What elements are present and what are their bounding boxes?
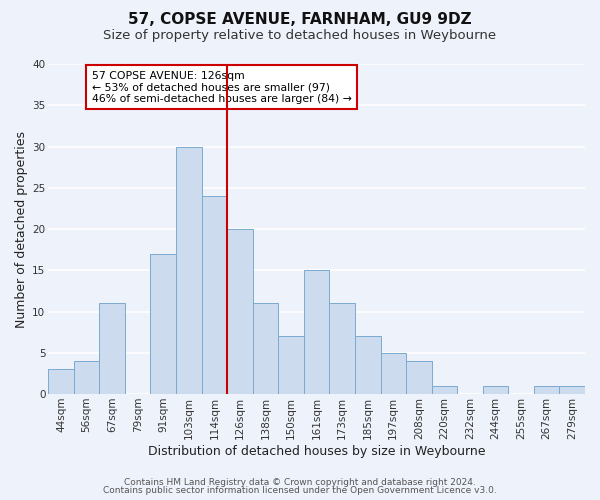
Bar [253, 304, 278, 394]
Bar [151, 254, 176, 394]
Text: 57 COPSE AVENUE: 126sqm
← 53% of detached houses are smaller (97)
46% of semi-de: 57 COPSE AVENUE: 126sqm ← 53% of detache… [92, 70, 352, 104]
Bar [278, 336, 304, 394]
Bar [202, 196, 227, 394]
X-axis label: Distribution of detached houses by size in Weybourne: Distribution of detached houses by size … [148, 444, 485, 458]
Y-axis label: Number of detached properties: Number of detached properties [15, 130, 28, 328]
Bar [380, 353, 406, 394]
Bar [304, 270, 329, 394]
Bar [483, 386, 508, 394]
Bar [559, 386, 585, 394]
Text: Size of property relative to detached houses in Weybourne: Size of property relative to detached ho… [103, 29, 497, 42]
Bar [48, 370, 74, 394]
Bar [406, 361, 431, 394]
Text: Contains HM Land Registry data © Crown copyright and database right 2024.: Contains HM Land Registry data © Crown c… [124, 478, 476, 487]
Bar [355, 336, 380, 394]
Text: 57, COPSE AVENUE, FARNHAM, GU9 9DZ: 57, COPSE AVENUE, FARNHAM, GU9 9DZ [128, 12, 472, 28]
Bar [431, 386, 457, 394]
Text: Contains public sector information licensed under the Open Government Licence v3: Contains public sector information licen… [103, 486, 497, 495]
Bar [100, 304, 125, 394]
Bar [534, 386, 559, 394]
Bar [329, 304, 355, 394]
Bar [176, 146, 202, 394]
Bar [74, 361, 100, 394]
Bar [227, 229, 253, 394]
